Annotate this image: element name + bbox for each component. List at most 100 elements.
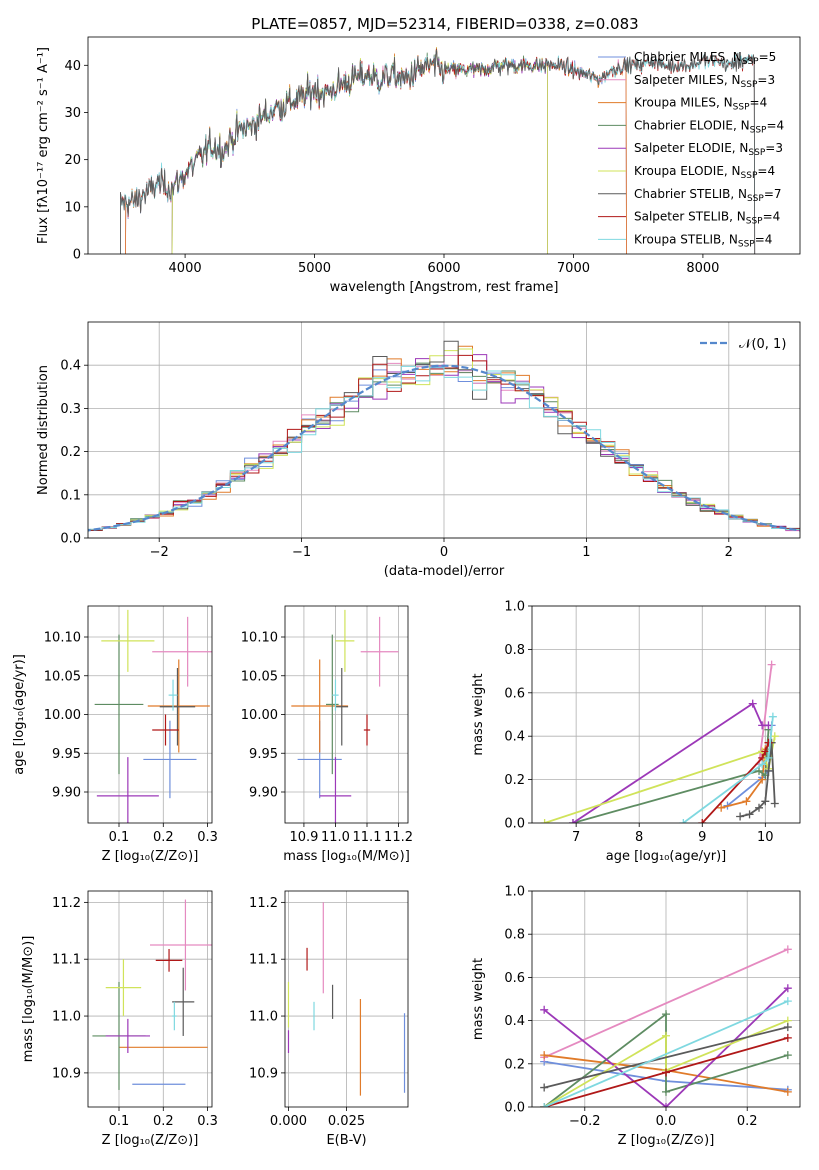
y-axis-label: mass weight bbox=[471, 673, 486, 755]
x-axis-label: wavelength [Angstrom, rest frame] bbox=[330, 280, 559, 295]
y-tick-label: 10.05 bbox=[241, 669, 278, 684]
x-tick-label: 0.1 bbox=[109, 1114, 130, 1129]
weight-point-marker bbox=[783, 945, 792, 954]
x-tick-label: −1 bbox=[292, 545, 311, 560]
x-tick-label: 11.2 bbox=[384, 830, 413, 845]
weight-point-marker bbox=[770, 732, 779, 741]
weight-point-marker bbox=[540, 1051, 549, 1060]
weight-point-marker bbox=[662, 1103, 670, 1107]
y-tick-label: 9.90 bbox=[249, 786, 278, 801]
weight-point-marker bbox=[698, 819, 707, 823]
y-tick-label: 0.6 bbox=[504, 686, 525, 701]
weight_vs_Z-plot-area bbox=[540, 945, 792, 1107]
residuals-legend: 𝒩(0, 1) bbox=[700, 337, 786, 352]
weight-point-marker bbox=[768, 712, 777, 721]
mass_vs_Z-plot-area bbox=[92, 899, 212, 1090]
legend-label: Kroupa STELIB, NSSP=4 bbox=[634, 232, 772, 249]
y-tick-label: 9.95 bbox=[52, 747, 81, 762]
legend-label: Chabrier STELIB, NSSP=7 bbox=[634, 187, 782, 204]
y-axis-label: age [log₁₀(age/yr)] bbox=[12, 654, 27, 775]
weight-point-marker bbox=[742, 797, 751, 806]
x-tick-label: 10.9 bbox=[289, 830, 318, 845]
y-tick-label: 0.0 bbox=[504, 817, 525, 832]
mass_vs_Z-axes: 0.1 0.2 0.3 10.9 11.0 11.1 11.2 Z [log₁₀(Z/Z⊙)]… bbox=[21, 890, 218, 1148]
y-tick-label: 0.8 bbox=[504, 643, 525, 658]
y-tick-label: 40 bbox=[64, 59, 81, 74]
mass_vs_ebv-axes: 0.000 0.025 10.9 11.0 11.1 11.2 E(B-V) bbox=[249, 890, 409, 1148]
weight-point-marker bbox=[761, 797, 770, 806]
y-tick-label: 0.1 bbox=[60, 488, 81, 503]
x-tick-label: 0.3 bbox=[197, 1114, 218, 1129]
x-tick-label: 8 bbox=[635, 830, 643, 845]
y-axis-label: Normed distribution bbox=[36, 365, 51, 495]
weight-series-line bbox=[543, 1019, 789, 1107]
x-tick-label: −0.2 bbox=[569, 1114, 601, 1129]
x-tick-label: 0.0 bbox=[656, 1114, 677, 1129]
y-tick-label: 10.10 bbox=[44, 631, 81, 646]
residuals-plot-area bbox=[88, 340, 800, 533]
x-tick-label: 11.1 bbox=[353, 830, 382, 845]
legend-label: 𝒩(0, 1) bbox=[739, 337, 786, 352]
residuals-axes: −2 −1 0 1 2 0.0 0.1 0.2 0.3 0.4 (data-model)/error… bbox=[36, 321, 801, 579]
weight-point-marker bbox=[745, 810, 754, 819]
weight-point-marker bbox=[736, 812, 745, 821]
x-tick-label: 11.0 bbox=[321, 830, 350, 845]
axes-frame bbox=[531, 890, 801, 1108]
y-tick-label: 11.2 bbox=[52, 896, 81, 911]
weight-point-marker bbox=[783, 997, 792, 1006]
weight-point-marker bbox=[783, 1033, 792, 1042]
y-tick-label: 0.2 bbox=[504, 773, 525, 788]
weight-point-marker bbox=[758, 760, 767, 769]
legend-label: Chabrier MILES, NSSP=5 bbox=[634, 50, 776, 67]
y-tick-label: 30 bbox=[64, 106, 81, 121]
legend-label: Chabrier ELODIE, NSSP=4 bbox=[634, 118, 784, 135]
y-axis-label: mass [log₁₀(M/M⊙)] bbox=[21, 936, 36, 1063]
weight-point-marker bbox=[755, 766, 764, 775]
y-tick-label: 11.0 bbox=[52, 1010, 81, 1025]
y-tick-label: 0.4 bbox=[60, 359, 81, 374]
weight-point-marker bbox=[748, 699, 757, 708]
x-tick-label: 7000 bbox=[557, 261, 590, 276]
weight-series-line bbox=[682, 716, 774, 823]
figure-title: PLATE=0857, MJD=52314, FIBERID=0338, z=0… bbox=[251, 15, 638, 33]
axes-frame bbox=[284, 890, 409, 1108]
y-tick-label: 0 bbox=[73, 248, 81, 263]
weight_vs_age-axes: 7 8 9 10 0.0 0.2 0.4 0.6 0.8 1.0 age [log₁₀(age/yr… bbox=[471, 600, 801, 864]
normal-curve-line bbox=[88, 364, 800, 532]
x-tick-label: 0.2 bbox=[153, 830, 174, 845]
x-tick-label: 0 bbox=[440, 545, 448, 560]
weight-point-marker bbox=[783, 984, 792, 993]
weight_vs_Z-axes: −0.2 0.0 0.2 0.0 0.2 0.4 0.6 0.8 1.0 Z [log₁₀(Z/Z… bbox=[471, 885, 801, 1148]
y-tick-label: 10 bbox=[64, 200, 81, 215]
spectrum-series-line bbox=[120, 49, 756, 254]
axes-frame bbox=[87, 890, 213, 1108]
y-tick-label: 20 bbox=[64, 153, 81, 168]
weight-point-marker bbox=[764, 738, 773, 747]
y-tick-label: 0.8 bbox=[504, 928, 525, 943]
y-tick-label: 10.00 bbox=[44, 708, 81, 723]
weight-point-marker bbox=[758, 775, 767, 784]
x-tick-label: 4000 bbox=[169, 261, 202, 276]
y-tick-label: 0.2 bbox=[504, 1057, 525, 1072]
weight-point-marker bbox=[540, 819, 549, 823]
y-tick-label: 11.1 bbox=[52, 953, 81, 968]
x-tick-label: 9 bbox=[698, 830, 706, 845]
y-tick-label: 10.00 bbox=[241, 708, 278, 723]
y-tick-label: 0.0 bbox=[504, 1101, 525, 1116]
y-tick-label: 10.05 bbox=[44, 669, 81, 684]
y-tick-label: 0.4 bbox=[504, 730, 525, 745]
x-tick-label: 6000 bbox=[427, 261, 460, 276]
age_vs_Z-axes: 0.1 0.2 0.3 9.90 9.95 10.00 10.05 10.10 Z [log₁₀… bbox=[12, 605, 218, 864]
legend-label: Salpeter STELIB, NSSP=4 bbox=[634, 210, 780, 227]
weight-point-marker bbox=[662, 1031, 670, 1040]
y-tick-label: 11.1 bbox=[249, 953, 278, 968]
x-tick-label: 0.3 bbox=[197, 830, 218, 845]
x-tick-label: 1 bbox=[582, 545, 590, 560]
legend-label: Salpeter ELODIE, NSSP=3 bbox=[634, 141, 783, 158]
legend-label: Kroupa ELODIE, NSSP=4 bbox=[634, 164, 775, 181]
x-tick-label: 0.1 bbox=[109, 830, 130, 845]
y-tick-label: 11.0 bbox=[249, 1010, 278, 1025]
x-tick-label: 2 bbox=[725, 545, 733, 560]
y-tick-label: 0.0 bbox=[60, 532, 81, 547]
